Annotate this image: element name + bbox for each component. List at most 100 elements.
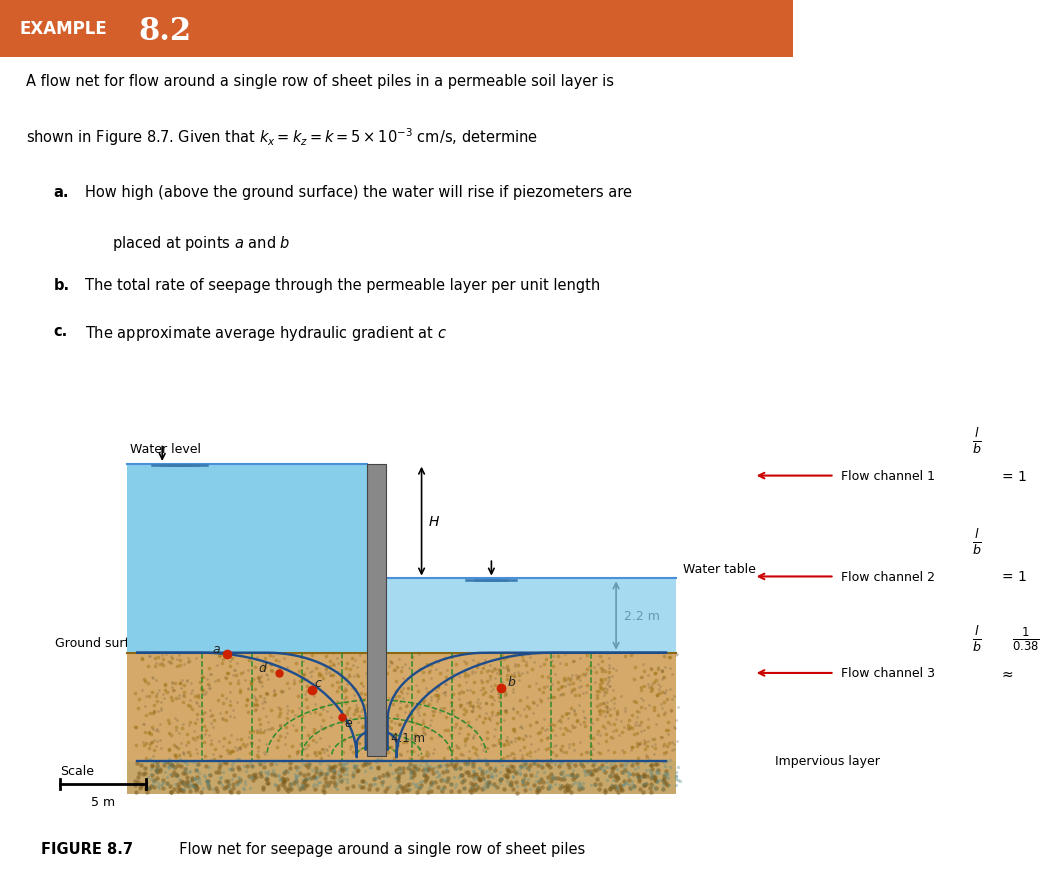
Point [464,730,481,744]
Point [593,654,610,669]
Point [624,740,640,755]
Point [480,763,497,778]
Point [555,673,572,687]
Point [248,694,265,708]
Point [452,721,468,736]
Point [590,761,607,775]
Point [518,729,534,743]
Point [555,670,572,685]
Point [522,745,539,759]
Point [437,758,454,772]
Point [390,774,406,789]
Point [506,669,523,683]
Point [296,768,313,782]
Point [410,763,426,777]
Point [569,714,586,729]
Point [176,766,193,780]
Point [182,699,198,713]
Point [375,694,392,708]
Text: Flow net for seepage around a single row of sheet piles: Flow net for seepage around a single row… [170,840,586,856]
Point [605,761,622,775]
Point [513,759,530,773]
Point [529,758,546,772]
Point [250,712,267,726]
Point [603,757,620,772]
Point [164,757,181,772]
Point [180,780,196,794]
Point [200,774,216,789]
Point [201,760,217,774]
Point [481,711,498,725]
Point [149,759,166,773]
Point [258,686,275,700]
Point [298,772,315,787]
Point [630,645,647,660]
Point [477,654,493,668]
Point [275,755,292,769]
Point [318,661,335,675]
Point [542,773,559,788]
Text: $b$: $b$ [507,675,517,688]
Point [499,749,516,763]
Point [421,696,438,711]
Point [530,783,547,797]
Point [320,762,337,776]
Point [149,704,166,718]
Point [210,734,227,748]
Point [145,698,162,713]
Point [508,705,525,720]
Point [643,768,659,782]
Point [332,769,349,783]
Point [186,755,203,770]
Point [148,763,165,777]
Point [223,762,239,776]
Point [651,679,668,694]
Point [402,751,419,765]
Point [312,763,329,778]
Point [514,772,531,787]
Point [647,717,664,731]
Point [662,650,678,664]
Text: Water table: Water table [684,562,756,576]
Point [609,780,626,794]
Point [465,759,482,773]
Point [413,779,429,793]
Point [402,732,419,746]
Point [274,771,291,785]
Point [252,675,269,689]
Point [163,785,180,799]
Point [190,687,207,702]
Point [399,698,416,713]
Point [655,755,672,769]
Point [165,738,182,753]
Point [332,773,349,788]
Point [285,739,301,754]
Point [479,780,496,794]
Point [168,713,185,728]
Point [560,671,576,686]
Point [572,717,589,731]
Point [660,778,677,792]
Point [614,779,631,793]
Point [390,772,406,786]
Point [556,679,573,693]
Point [649,763,666,778]
Point [411,647,427,662]
Point [572,747,589,762]
Point [439,772,456,786]
Point [611,780,628,795]
Point [257,738,274,752]
Point [220,778,237,792]
Point [318,766,335,780]
Point [399,762,416,776]
Point [470,761,487,775]
Point [156,764,173,779]
Point [563,756,580,771]
Point [254,781,271,796]
Point [193,681,210,696]
Point [638,750,655,764]
Point [513,650,530,664]
Point [382,758,399,772]
Point [528,677,545,691]
Point [230,785,247,799]
